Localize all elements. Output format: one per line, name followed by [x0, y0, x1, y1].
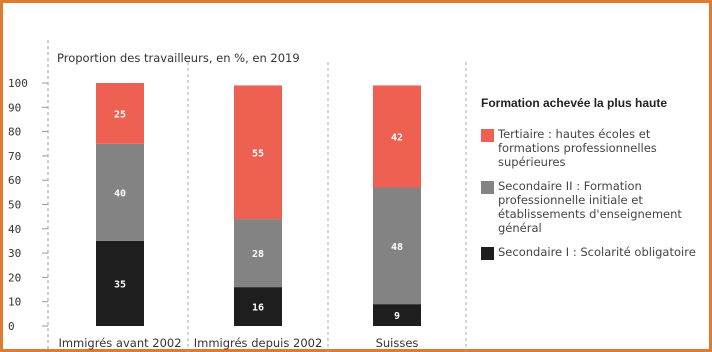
y-tick-label: 90 — [8, 101, 21, 114]
legend-item-secondaire-ii: Secondaire II : Formation professionnell… — [481, 179, 703, 235]
x-tick-label: Immigrés depuis 2002 — [194, 336, 323, 350]
y-tick-label: 60 — [8, 174, 21, 187]
legend-label-secondaire-ii: Secondaire II : Formation professionnell… — [498, 179, 682, 235]
bar-segment — [234, 85, 282, 220]
bar-segment — [373, 187, 421, 305]
legend-label-secondaire-i: Secondaire I : Scolarité obligatoire — [498, 245, 696, 259]
bar-segment — [96, 143, 144, 241]
y-tick-label: 0 — [8, 320, 15, 333]
y-tick-label: 100 — [8, 77, 28, 90]
bar-value-label: 25 — [114, 109, 126, 120]
bar-segment — [96, 83, 144, 144]
bar-value-label: 55 — [252, 148, 264, 159]
chart-title: Proportion des travailleurs, en %, en 20… — [57, 51, 300, 65]
legend-item-secondaire-i: Secondaire I : Scolarité obligatoire — [481, 245, 703, 260]
y-tick-label: 80 — [8, 126, 21, 139]
bar-value-label: 16 — [252, 303, 264, 314]
bar-value-label: 28 — [252, 249, 264, 260]
legend-swatch-secondaire-ii — [481, 181, 494, 194]
legend-label-tertiaire: Tertiaire : hautes écoles et formations … — [498, 127, 657, 169]
y-tick-label: 70 — [8, 150, 21, 163]
bar-value-label: 42 — [391, 132, 403, 143]
legend-title: Formation achevée la plus haute — [481, 96, 668, 110]
y-tick-label: 30 — [8, 247, 21, 260]
bar-segment — [234, 287, 282, 326]
bar-segment — [234, 219, 282, 288]
y-tick-label: 50 — [8, 199, 21, 212]
x-tick-label: Immigrés avant 2002 — [58, 336, 181, 350]
legend-swatch-secondaire-i — [481, 247, 494, 260]
bar-value-label: 35 — [114, 279, 126, 290]
bar-segment — [373, 304, 421, 326]
bar-value-label: 9 — [394, 311, 400, 322]
legend-swatch-tertiaire — [481, 129, 494, 142]
x-tick-label: Suisses — [376, 336, 419, 350]
bar-value-label: 48 — [391, 242, 403, 253]
bar-segment — [96, 240, 144, 326]
legend-item-tertiaire: Tertiaire : hautes écoles et formations … — [481, 127, 703, 169]
y-tick-label: 40 — [8, 223, 21, 236]
y-tick-label: 20 — [8, 271, 21, 284]
bar-segment — [373, 85, 421, 188]
bar-value-label: 40 — [114, 188, 126, 199]
legend: Formation achevée la plus haute Tertiair… — [481, 96, 703, 270]
y-tick-label: 10 — [8, 296, 21, 309]
